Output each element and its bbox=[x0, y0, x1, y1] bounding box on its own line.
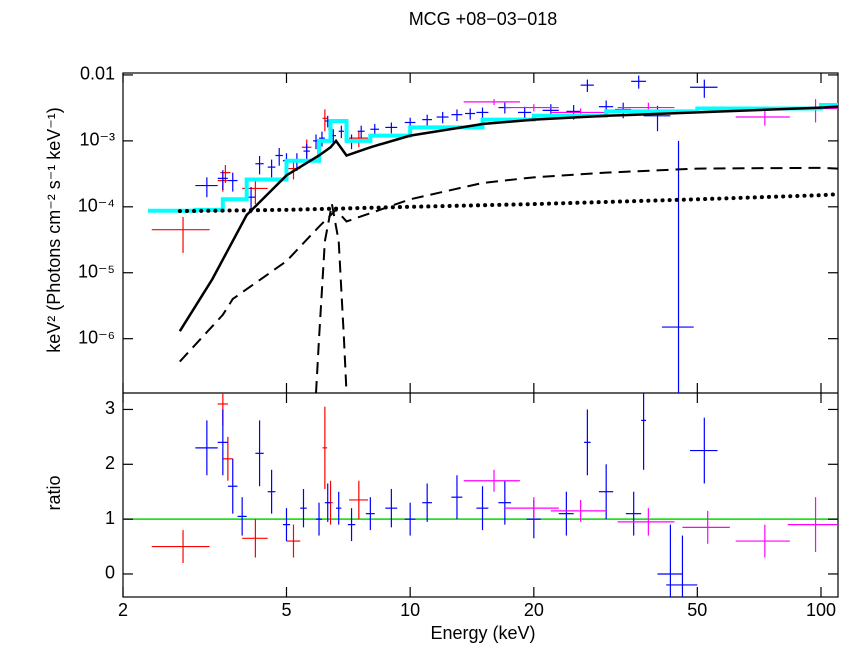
x-tick-label: 10 bbox=[400, 600, 420, 620]
x-tick-label: 5 bbox=[281, 600, 291, 620]
x-axis-label: Energy (keV) bbox=[430, 623, 535, 643]
y-tick-label: 0.01 bbox=[80, 64, 115, 84]
x-tick-label: 50 bbox=[687, 600, 707, 620]
model-line bbox=[177, 192, 838, 214]
x-tick-label: 2 bbox=[118, 600, 128, 620]
y-tick-label: 10⁻⁶ bbox=[78, 327, 115, 347]
y-axis-label: keV² (Photons cm⁻² s⁻¹ keV⁻¹) bbox=[44, 107, 64, 353]
y-tick-label: 10⁻⁵ bbox=[78, 261, 115, 281]
y-tick-label: 3 bbox=[105, 398, 115, 418]
y-tick-label: 1 bbox=[105, 508, 115, 528]
plot-frame bbox=[122, 72, 839, 598]
plot-area bbox=[123, 393, 838, 597]
model-line bbox=[179, 166, 838, 363]
y-tick-label: 2 bbox=[105, 453, 115, 473]
chart-title: MCG +08−03−018 bbox=[409, 9, 558, 29]
model-line bbox=[178, 105, 838, 332]
y-axis-label: ratio bbox=[44, 475, 64, 510]
y-tick-label: 0 bbox=[105, 563, 115, 583]
x-tick-label: 20 bbox=[524, 600, 544, 620]
x-tick-label: 100 bbox=[806, 600, 836, 620]
plot-area bbox=[147, 75, 838, 393]
y-tick-label: 10⁻⁴ bbox=[78, 196, 115, 216]
y-tick-label: 10⁻³ bbox=[79, 130, 115, 150]
model-line bbox=[315, 203, 348, 393]
